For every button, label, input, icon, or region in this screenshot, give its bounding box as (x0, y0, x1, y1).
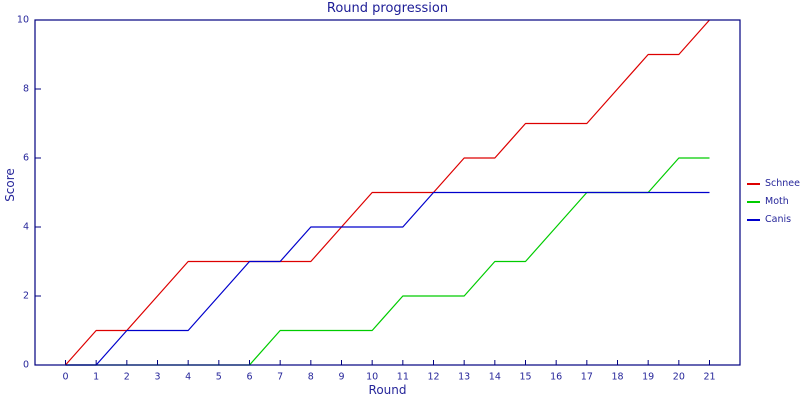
x-tick-label: 3 (154, 371, 160, 382)
legend-item: Schnee (747, 175, 800, 193)
x-tick-label: 9 (338, 371, 344, 382)
legend-swatch-moth (747, 201, 760, 203)
x-tick-label: 2 (124, 371, 130, 382)
x-tick-label: 20 (673, 371, 685, 382)
legend-swatch-canis (747, 219, 760, 221)
chart-title: Round progression (326, 1, 449, 16)
y-tick-label: 2 (23, 291, 29, 302)
x-axis-label: Round (368, 383, 407, 397)
x-tick-label: 1 (93, 371, 99, 382)
series-line-moth (65, 157, 710, 366)
legend-item-label: Moth (765, 196, 789, 208)
x-tick-label: 17 (581, 371, 593, 382)
legend: Schnee Moth Canis (747, 175, 800, 229)
legend-item: Canis (747, 211, 800, 229)
y-tick-label: 10 (17, 15, 29, 26)
x-tick-label: 8 (308, 371, 314, 382)
x-tick-label: 13 (458, 371, 470, 382)
x-tick-label: 21 (703, 371, 715, 382)
legend-item-label: Canis (765, 214, 792, 226)
series-line-canis (65, 191, 710, 366)
x-tick-label: 7 (277, 371, 283, 382)
x-tick-label: 0 (62, 371, 68, 382)
x-tick-label: 10 (366, 371, 378, 382)
x-tick-label: 15 (519, 371, 531, 382)
y-tick-label: 0 (23, 360, 29, 371)
x-tick-label: 19 (642, 371, 654, 382)
y-tick-label: 4 (23, 222, 29, 233)
x-tick-label: 5 (216, 371, 222, 382)
x-tick-label: 18 (611, 371, 623, 382)
x-tick-label: 12 (427, 371, 439, 382)
plot-frame (34, 19, 741, 366)
x-tick-label: 11 (397, 371, 409, 382)
y-axis-label: Score (3, 168, 17, 202)
y-tick-label: 8 (23, 84, 29, 95)
y-tick-label: 6 (23, 153, 29, 164)
series-line-schnee (65, 19, 710, 366)
x-tick-label: 6 (246, 371, 252, 382)
legend-item-label: Schnee (765, 178, 800, 190)
legend-item: Moth (747, 193, 800, 211)
x-tick-label: 4 (185, 371, 191, 382)
legend-swatch-schnee (747, 183, 760, 185)
x-tick-label: 14 (489, 371, 501, 382)
x-tick-label: 16 (550, 371, 562, 382)
